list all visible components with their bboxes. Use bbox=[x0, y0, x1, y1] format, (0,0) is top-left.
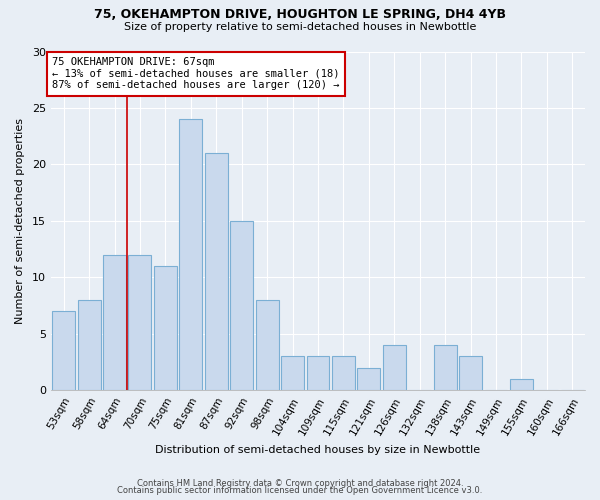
Bar bbox=[103, 255, 126, 390]
Bar bbox=[281, 356, 304, 390]
Text: Contains public sector information licensed under the Open Government Licence v3: Contains public sector information licen… bbox=[118, 486, 482, 495]
Bar bbox=[179, 120, 202, 390]
Bar bbox=[358, 368, 380, 390]
Bar bbox=[77, 300, 101, 390]
Text: 75, OKEHAMPTON DRIVE, HOUGHTON LE SPRING, DH4 4YB: 75, OKEHAMPTON DRIVE, HOUGHTON LE SPRING… bbox=[94, 8, 506, 20]
Text: 75 OKEHAMPTON DRIVE: 67sqm
← 13% of semi-detached houses are smaller (18)
87% of: 75 OKEHAMPTON DRIVE: 67sqm ← 13% of semi… bbox=[52, 57, 340, 90]
Bar bbox=[230, 221, 253, 390]
Bar bbox=[128, 255, 151, 390]
Y-axis label: Number of semi-detached properties: Number of semi-detached properties bbox=[15, 118, 25, 324]
Bar bbox=[307, 356, 329, 390]
Bar bbox=[332, 356, 355, 390]
Bar bbox=[459, 356, 482, 390]
Bar bbox=[383, 345, 406, 391]
Bar bbox=[510, 379, 533, 390]
Text: Contains HM Land Registry data © Crown copyright and database right 2024.: Contains HM Land Registry data © Crown c… bbox=[137, 478, 463, 488]
Text: Size of property relative to semi-detached houses in Newbottle: Size of property relative to semi-detach… bbox=[124, 22, 476, 32]
Bar bbox=[52, 312, 75, 390]
Bar bbox=[434, 345, 457, 391]
Bar bbox=[154, 266, 177, 390]
X-axis label: Distribution of semi-detached houses by size in Newbottle: Distribution of semi-detached houses by … bbox=[155, 445, 481, 455]
Bar bbox=[256, 300, 278, 390]
Bar bbox=[205, 153, 227, 390]
